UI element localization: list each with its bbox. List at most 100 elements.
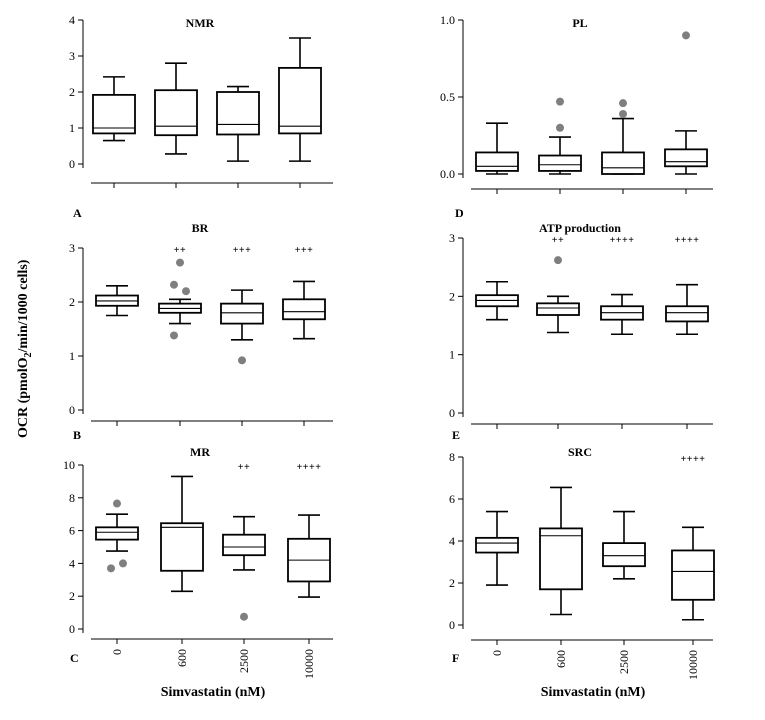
box-iqr — [92, 93, 136, 135]
outlier-point — [556, 97, 564, 106]
y-tick-label: 2 — [69, 295, 75, 309]
outlier-point — [170, 280, 178, 289]
outlier-point — [176, 258, 184, 267]
significance-label: ++ — [174, 245, 186, 256]
outlier-point — [554, 256, 562, 265]
box-iqr — [475, 536, 519, 554]
box-2500 — [216, 85, 260, 162]
panel-letter: E — [452, 428, 460, 442]
panel-letter: F — [452, 651, 459, 665]
panel-title: PL — [572, 16, 587, 30]
box-600 — [154, 62, 198, 155]
box-iqr — [160, 522, 204, 572]
x-tick-label: 0 — [490, 650, 504, 656]
x-axis-title-left: Simvastatin (nM) — [161, 685, 266, 700]
x-tick-label: 600 — [554, 650, 568, 668]
y-tick-label: 6 — [69, 524, 75, 538]
box-iqr — [95, 526, 139, 541]
box-600: ++ — [158, 245, 202, 340]
box-iqr — [222, 533, 266, 557]
box-iqr — [216, 91, 260, 136]
box-0 — [475, 280, 519, 321]
box-10000 — [664, 31, 708, 175]
box-2500 — [602, 510, 646, 580]
x-tick-label: 2500 — [237, 649, 251, 673]
y-tick-label: 4 — [69, 13, 75, 27]
x-tick-label: 10000 — [686, 650, 700, 680]
box-10000: ++++ — [671, 454, 715, 621]
box-iqr — [602, 542, 646, 568]
box-600 — [160, 475, 204, 593]
y-axis-title-main: OCR (pmolO — [16, 357, 31, 438]
box-2500 — [601, 99, 645, 175]
box-iqr — [671, 549, 715, 601]
box-10000: +++ — [282, 245, 326, 340]
panel-letter: A — [73, 206, 82, 220]
box-iqr — [282, 298, 326, 321]
panel-title: NMR — [186, 16, 215, 30]
y-tick-label: 1.0 — [440, 13, 455, 27]
y-axis-title-sub: 2 — [23, 353, 34, 358]
y-tick-label: 10 — [63, 458, 75, 472]
panel-title: BR — [192, 221, 209, 235]
box-0 — [92, 76, 136, 142]
y-tick-label: 0 — [449, 618, 455, 632]
box-0 — [95, 284, 139, 317]
significance-label: ++ — [238, 462, 250, 473]
y-tick-label: 3 — [449, 231, 455, 245]
box-iqr — [664, 148, 708, 168]
panel-letter: D — [455, 206, 464, 220]
panel-D: 0.0 0.5 1.0 PL D — [440, 13, 713, 220]
box-0 — [475, 510, 519, 586]
outlier-point — [619, 109, 627, 118]
y-tick-label: 1 — [69, 121, 75, 135]
box-0 — [95, 499, 139, 573]
significance-label: +++ — [233, 245, 252, 256]
significance-label: ++++ — [681, 454, 706, 465]
box-iqr — [536, 302, 580, 316]
y-tick-label: 8 — [449, 450, 455, 464]
y-tick-label: 0 — [69, 157, 75, 171]
box-iqr — [601, 151, 645, 175]
panel-letter: B — [73, 428, 81, 442]
box-600 — [538, 97, 582, 175]
y-tick-label: 3 — [69, 241, 75, 255]
x-tick-label: 2500 — [617, 650, 631, 674]
y-tick-label: 1 — [69, 349, 75, 363]
y-tick-label: 0.5 — [440, 90, 455, 104]
panel-F: 0 2 4 6 8 0 600 2500 10000 SRC F ++++ — [449, 445, 715, 680]
y-tick-label: 2 — [449, 289, 455, 303]
box-10000: ++++ — [665, 235, 709, 336]
y-tick-label: 1 — [449, 348, 455, 362]
y-tick-label: 6 — [449, 492, 455, 506]
box-iqr — [539, 527, 583, 591]
y-tick-label: 4 — [69, 556, 75, 570]
x-tick-label: 10000 — [302, 649, 316, 679]
box-iqr — [538, 154, 582, 172]
significance-label: +++ — [295, 245, 314, 256]
x-tick-label: 0 — [110, 649, 124, 655]
y-tick-label: 0.0 — [440, 167, 455, 181]
panel-title: MR — [190, 445, 210, 459]
outlier-point — [113, 499, 121, 508]
y-tick-label: 0 — [69, 622, 75, 636]
x-tick-label: 600 — [175, 649, 189, 667]
panel-title: SRC — [568, 445, 592, 459]
box-2500: ++++ — [600, 235, 644, 336]
outlier-point — [556, 123, 564, 132]
box-iqr — [220, 302, 264, 325]
significance-label: ++++ — [297, 462, 322, 473]
outlier-point — [619, 99, 627, 108]
y-tick-label: 2 — [69, 589, 75, 603]
outlier-point — [119, 559, 127, 568]
panel-A: 0 1 2 3 4 NMR A — [69, 13, 333, 220]
box-10000 — [278, 37, 322, 162]
box-2500: ++ — [222, 462, 266, 621]
box-10000: ++++ — [287, 462, 331, 598]
outlier-point — [170, 331, 178, 340]
significance-label: ++++ — [610, 235, 635, 246]
y-tick-label: 0 — [449, 406, 455, 420]
